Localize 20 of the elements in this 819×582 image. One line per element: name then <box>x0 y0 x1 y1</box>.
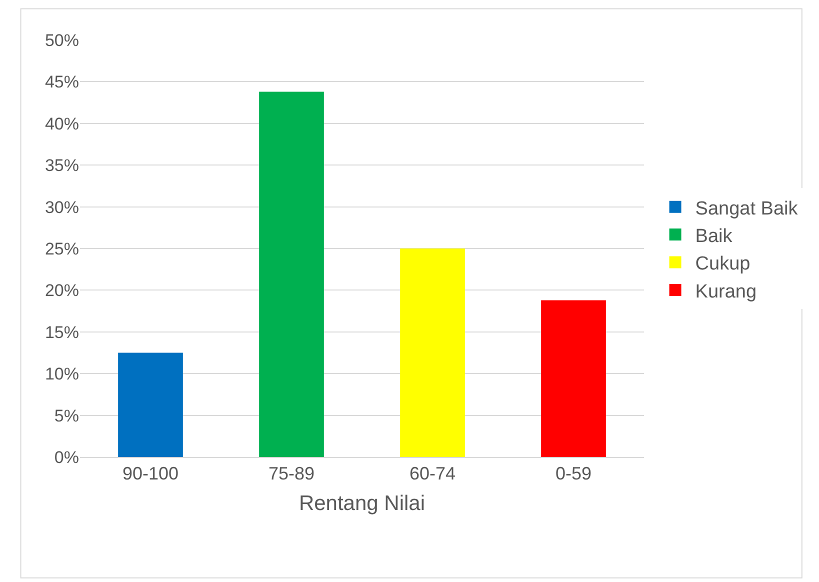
x-tick-label: 75-89 <box>268 464 315 484</box>
x-axis-title: Rentang Nilai <box>298 492 426 515</box>
y-tick-label: 40% <box>44 114 79 134</box>
y-tick-label: 45% <box>44 72 79 92</box>
y-tick-label: 0% <box>54 448 79 467</box>
y-tick-label: 25% <box>44 239 79 258</box>
x-tick-label: 60-74 <box>409 464 456 484</box>
legend-label: Kurang <box>695 281 757 302</box>
y-tick-label: 20% <box>44 281 79 300</box>
x-tick-label: 0-59 <box>555 464 592 484</box>
y-tick-label: 50% <box>44 30 79 50</box>
y-tick-label: 30% <box>44 198 79 217</box>
legend-label: Baik <box>695 226 733 247</box>
y-tick-label: 35% <box>44 156 79 176</box>
legend-label: Sangat Baik <box>695 198 798 220</box>
y-tick-label: 10% <box>44 364 79 384</box>
y-tick-label: 5% <box>54 406 79 426</box>
y-tick-label: 15% <box>44 322 79 342</box>
legend-label: Cukup <box>695 254 750 275</box>
x-tick-label: 90-100 <box>122 464 179 484</box>
